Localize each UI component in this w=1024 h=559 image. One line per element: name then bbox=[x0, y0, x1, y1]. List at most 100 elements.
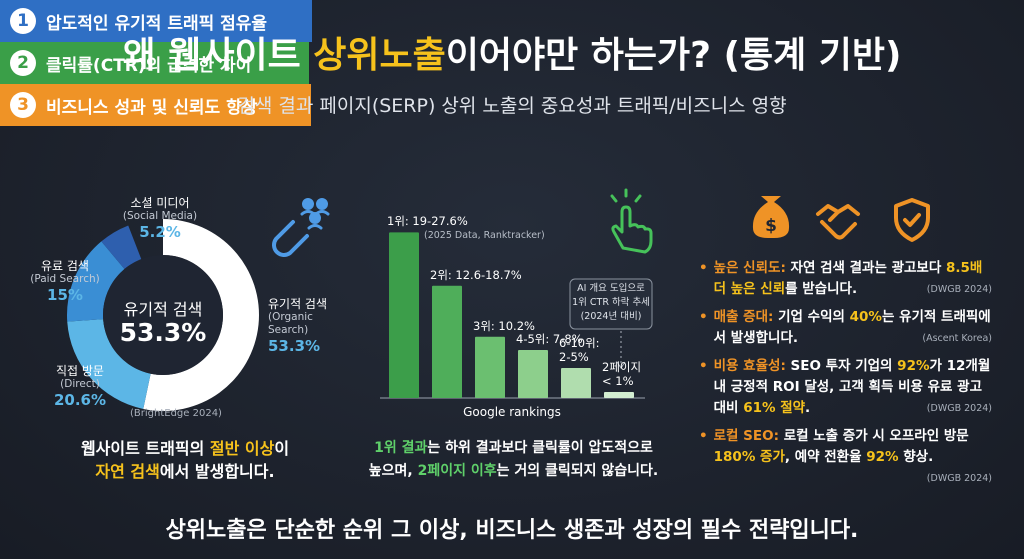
shield-icon bbox=[894, 198, 930, 242]
donut-segment bbox=[143, 219, 260, 411]
bar bbox=[604, 392, 634, 398]
text-segment: 이어야만 하는가? (통계 기반) bbox=[445, 35, 902, 76]
donut-segment bbox=[67, 319, 151, 409]
bar-label: 2위: 12.6-18.7% bbox=[430, 267, 522, 282]
bullet-source: (DWGB 2024) bbox=[926, 403, 992, 414]
panel-header: 2 클릭률(CTR)의 급격한 차이 bbox=[0, 42, 309, 84]
highlight-text: 40% bbox=[849, 309, 882, 325]
panel-heading: 비즈니스 성과 및 신뢰도 향상 bbox=[46, 97, 258, 118]
text-segment: 향상. bbox=[898, 449, 934, 465]
panel-header: 1 압도적인 유기적 트래픽 점유율 bbox=[0, 0, 312, 42]
text-segment: 웹사이트 트래픽의 bbox=[80, 439, 210, 458]
bullet: • 로컬 SEO: 로컬 노출 증가 시 오프라인 방문 180% 증가, 예약 … bbox=[699, 426, 992, 489]
caption: 웹사이트 트래픽의 절반 이상이 자연 검색에서 발생합니다. bbox=[30, 437, 340, 483]
title: 왜 웹사이트 상위노출이어야만 하는가? (통계 기반) bbox=[0, 26, 1024, 78]
segment-value: 15% bbox=[47, 285, 83, 304]
panel-header: 3 비즈니스 성과 및 신뢰도 향상 bbox=[0, 84, 311, 126]
bullet-text: 높은 신뢰도: 자연 검색 결과는 광고보다 8.5배 더 높은 신뢰를 받습니… bbox=[714, 258, 992, 300]
segment-name-en: (Social Media) bbox=[122, 210, 198, 223]
donut-hole bbox=[103, 255, 223, 375]
text-segment: 높으며, bbox=[368, 463, 418, 479]
text-segment: 를 받습니다. bbox=[785, 281, 858, 297]
annotation-line: 1위 CTR 하락 추세 bbox=[572, 297, 650, 308]
text-segment: 자연 검색 결과는 광고보다 bbox=[785, 260, 946, 276]
panels: 1 압도적인 유기적 트래픽 점유율 2 클릭률(CTR)의 급격한 차이 3 비즈니스 … bbox=[0, 0, 1024, 126]
bar-note: (2025 Data, Ranktracker) bbox=[424, 230, 545, 242]
annotation-box bbox=[569, 278, 653, 330]
caption: 1위 결과는 하위 결과보다 클릭률이 압도적으로 높으며, 2페이지 이후는 거… bbox=[360, 437, 667, 483]
annotation-arrowhead bbox=[616, 361, 626, 369]
text-segment: 가 12개월 내 긍정적 ROI 달성, 고객 획득 비용 유료 광고 대비 bbox=[713, 358, 991, 416]
bar-label: 3위: 10.2% bbox=[473, 318, 535, 333]
panel-number: 3 bbox=[10, 92, 36, 118]
highlight-text: 1위 결과 bbox=[374, 440, 428, 456]
donut-segment bbox=[67, 241, 125, 322]
text-segment: 는 하위 결과보다 클릭률이 압도적으로 bbox=[427, 440, 653, 456]
caption-line: 웹사이트 트래픽의 절반 이상이 bbox=[30, 437, 340, 460]
segment-label: 직접 방문 (Direct) 20.6% bbox=[30, 364, 130, 409]
bullet: • 비용 효율성: SEO 투자 기업의 92%가 12개월 내 긍정적 ROI … bbox=[699, 356, 992, 419]
bullet-text: 매출 증대: 기업 수익의 40%는 유기적 트래픽에서 발생합니다. (Asce… bbox=[714, 307, 992, 349]
bullet-dot: • bbox=[699, 260, 708, 276]
highlight-text: 절반 이상 bbox=[209, 439, 275, 458]
highlight-text: 상위노출 bbox=[313, 35, 446, 76]
text-segment: 는 거의 클릭되지 않습니다. bbox=[496, 463, 659, 479]
bullet: • 높은 신뢰도: 자연 검색 결과는 광고보다 8.5배 더 높은 신뢰를 받습… bbox=[699, 258, 992, 300]
bullet-source: (DWGB 2024) bbox=[926, 473, 992, 484]
bar-label: 4-5위: 7-8% bbox=[516, 332, 583, 346]
highlight-text: 180% 증가 bbox=[713, 449, 785, 465]
bullet-source: (DWGB 2024) bbox=[926, 284, 992, 295]
click-icon bbox=[610, 188, 653, 254]
segment-value: 5.2% bbox=[139, 222, 181, 241]
panel: 3 비즈니스 성과 및 신뢰도 향상 bbox=[0, 84, 311, 126]
caption-line: 높으며, 2페이지 이후는 거의 클릭되지 않습니다. bbox=[360, 460, 667, 483]
highlight-text: 92% bbox=[897, 358, 930, 374]
segment-name-en: (Direct) bbox=[60, 378, 100, 391]
text-segment: 는 유기적 트래픽에서 발생합니다. bbox=[713, 309, 991, 346]
text-segment: 에서 발생합니다. bbox=[159, 462, 275, 481]
panel-number: 2 bbox=[10, 50, 36, 76]
bullet-label: 매출 증대: bbox=[713, 309, 774, 325]
annotation-line: (2024년 대비) bbox=[580, 311, 642, 322]
segment-label: 소셜 미디어 (Social Media) 5.2% bbox=[105, 196, 215, 241]
bullet-dot: • bbox=[699, 428, 708, 444]
panel-heading: 클릭률(CTR)의 급격한 차이 bbox=[46, 55, 252, 76]
handshake-icon bbox=[816, 204, 860, 240]
bar bbox=[475, 336, 505, 398]
dollar-sign: $ bbox=[765, 216, 777, 236]
segment-name-en: (Paid Search) bbox=[30, 273, 100, 286]
bar-label: 6-10위: 2-5% bbox=[559, 336, 600, 364]
bar-label: 2페이지 < 1% bbox=[602, 360, 642, 388]
segment-value: 20.6% bbox=[53, 390, 107, 409]
donut-center-value: 53.3% bbox=[119, 318, 207, 347]
annotation-line: AI 개요 도입으로 bbox=[577, 283, 645, 294]
subtitle: 검색 결과 페이지(SERP) 상위 노출의 중요성과 트래픽/비즈니스 영향 bbox=[237, 95, 787, 117]
text-segment: 로컬 노출 증가 시 오프라인 방문 bbox=[779, 428, 969, 444]
annotation: AI 개요 도입으로 1위 CTR 하락 추세 (2024년 대비) bbox=[570, 282, 652, 324]
bullet-source: (Ascent Korea) bbox=[922, 333, 992, 344]
segment-name-en: (Organic Search) bbox=[268, 311, 313, 336]
footer: 상위노출은 단순한 순위 그 이상, 비즈니스 생존과 성장의 필수 전략입니다… bbox=[165, 518, 859, 543]
highlight-text: 자연 검색 bbox=[95, 462, 160, 481]
bar-label: 1위: 19-27.6% bbox=[387, 214, 468, 229]
bullet-text: 로컬 SEO: 로컬 노출 증가 시 오프라인 방문 180% 증가, 예약 전… bbox=[714, 426, 992, 489]
bullet-dot: • bbox=[699, 358, 708, 374]
segment-value: 53.3% bbox=[268, 336, 321, 355]
highlight-text: 8.5배 더 높은 신뢰 bbox=[713, 260, 983, 297]
segment-label: 유료 검색 (Paid Search) 15% bbox=[20, 259, 110, 304]
caption-line: 1위 결과는 하위 결과보다 클릭률이 압도적으로 bbox=[360, 437, 667, 460]
bar bbox=[432, 285, 462, 398]
x-axis-title: Google rankings bbox=[463, 405, 561, 419]
bullet-dot: • bbox=[699, 309, 708, 325]
donut-segment bbox=[101, 225, 142, 270]
bullet-label: 비용 효율성: bbox=[713, 358, 786, 374]
text-segment: , 예약 전환율 bbox=[784, 449, 867, 465]
segment-name: 소셜 미디어 bbox=[130, 196, 190, 210]
caption-line: 자연 검색에서 발생합니다. bbox=[30, 460, 340, 483]
bar bbox=[389, 232, 419, 398]
bullet: • 매출 증대: 기업 수익의 40%는 유기적 트래픽에서 발생합니다. (Asc… bbox=[699, 307, 992, 349]
text-segment: 이 bbox=[274, 439, 290, 458]
bullet-text: 비용 효율성: SEO 투자 기업의 92%가 12개월 내 긍정적 ROI 달… bbox=[714, 356, 992, 419]
